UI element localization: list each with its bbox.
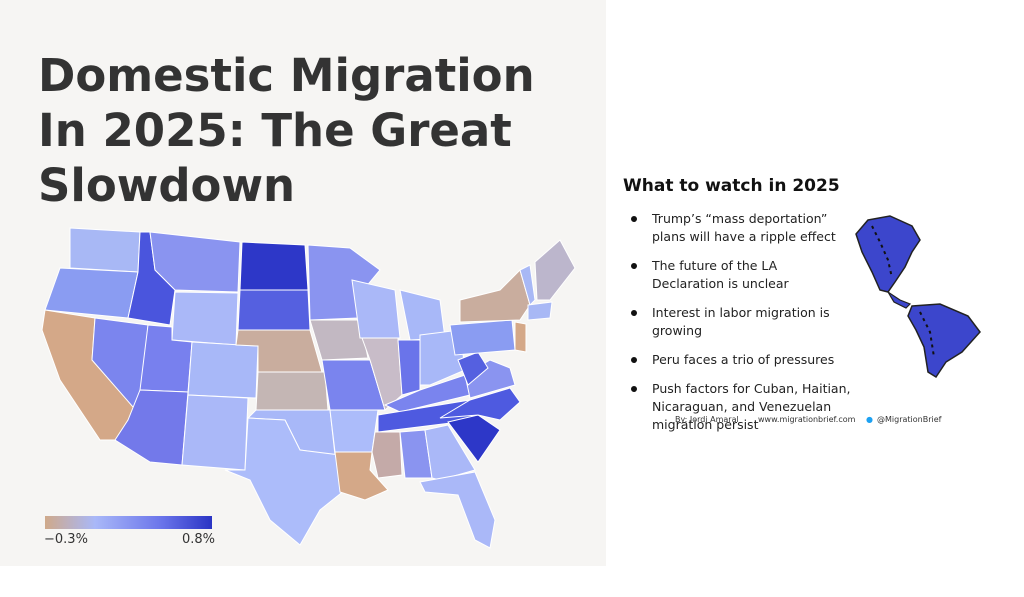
bullet-list: Trump’s “mass deportation” plans will ha… [623, 210, 863, 434]
footer-twitter: @MigrationBrief [877, 415, 942, 424]
bullet-item: Interest in labor migration is growing [623, 304, 863, 340]
bullet-item: Trump’s “mass deportation” plans will ha… [623, 210, 837, 246]
footer-author: By: Jordi Amaral [675, 415, 739, 424]
bullet-item: Peru faces a trio of pressures [623, 351, 863, 369]
legend-gradient [45, 516, 212, 529]
twitter-icon: ● [866, 415, 873, 424]
footer-website: www.migrationbrief.com [758, 415, 856, 424]
bullet-item: The future of the LA Declaration is uncl… [623, 257, 837, 293]
sidebar: What to watch in 2025 Trump’s “mass depo… [623, 176, 863, 445]
sidebar-heading: What to watch in 2025 [623, 176, 840, 196]
title: Domestic Migration In 2025: The Great Sl… [38, 49, 535, 212]
states [41, 227, 576, 549]
americas-illustration [855, 215, 981, 379]
legend-max: 0.8% [182, 532, 216, 547]
legend-min: −0.3% [44, 532, 88, 547]
bullet-item: Push factors for Cuban, Haitian, Nicarag… [623, 380, 863, 434]
us-map [41, 227, 576, 549]
